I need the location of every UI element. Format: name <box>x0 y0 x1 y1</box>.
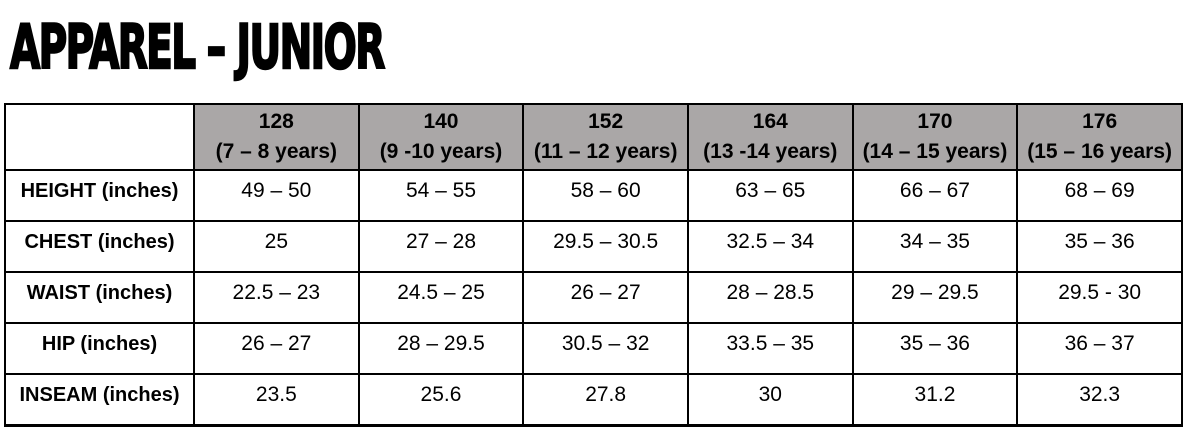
measurement-cell: 28 – 28.5 <box>686 271 854 324</box>
size-label: 128 <box>258 109 294 133</box>
size-chart-table: 128 (7 – 8 years) 140 (9 -10 years) 152 (11 –… <box>4 103 1183 427</box>
size-label: 176 <box>1082 109 1118 133</box>
row-label: CHEST (inches) <box>4 220 195 273</box>
column-header-128: 128 (7 – 8 years) <box>193 103 360 171</box>
table-row: HEIGHT (inches) 49 – 50 54 – 55 58 – 60 63 –… <box>4 169 1183 222</box>
measurement-cell: 68 – 69 <box>1016 169 1183 222</box>
table-header-row: 128 (7 – 8 years) 140 (9 -10 years) 152 (11 –… <box>4 103 1183 171</box>
measurement-cell: 27.8 <box>522 373 689 426</box>
row-label: HIP (inches) <box>4 322 195 375</box>
table-row: INSEAM (inches) 23.5 25.6 27.8 30 31.2 32.3 <box>4 373 1183 426</box>
measurement-cell: 22.5 – 23 <box>193 271 360 324</box>
age-range-label: (9 -10 years) <box>379 140 503 163</box>
size-label: 140 <box>423 109 459 133</box>
measurement-cell: 24.5 – 25 <box>357 271 525 324</box>
measurement-cell: 29 – 29.5 <box>851 271 1019 324</box>
measurement-cell: 35 – 36 <box>851 322 1019 375</box>
column-header-164: 164 (13 -14 years) <box>686 103 854 171</box>
age-range-label: (14 – 15 years) <box>862 140 1008 163</box>
measurement-cell: 29.5 - 30 <box>1016 271 1183 324</box>
measurement-cell: 30 <box>686 373 854 426</box>
measurement-cell: 58 – 60 <box>522 169 689 222</box>
column-header-176: 176 (15 – 16 years) <box>1016 103 1183 171</box>
measurement-cell: 66 – 67 <box>851 169 1019 222</box>
measurement-cell: 26 – 27 <box>522 271 689 324</box>
size-label: 170 <box>917 109 953 133</box>
row-label: HEIGHT (inches) <box>4 169 195 222</box>
table-row: CHEST (inches) 25 27 – 28 29.5 – 30.5 32.5 –… <box>4 220 1183 273</box>
table-row: WAIST (inches) 22.5 – 23 24.5 – 25 26 – 27 2… <box>4 271 1183 324</box>
measurement-cell: 25.6 <box>357 373 525 426</box>
measurement-cell: 36 – 37 <box>1016 322 1183 375</box>
size-label: 152 <box>588 109 624 133</box>
measurement-cell: 31.2 <box>851 373 1019 426</box>
age-range-label: (11 – 12 years) <box>533 140 678 163</box>
table-row: HIP (inches) 26 – 27 28 – 29.5 30.5 – 32 33.… <box>4 322 1183 375</box>
measurement-cell: 54 – 55 <box>357 169 525 222</box>
measurement-cell: 34 – 35 <box>851 220 1019 273</box>
measurement-cell: 33.5 – 35 <box>686 322 854 375</box>
row-label: WAIST (inches) <box>4 271 195 324</box>
measurement-cell: 32.5 – 34 <box>686 220 854 273</box>
measurement-cell: 49 – 50 <box>193 169 360 222</box>
measurement-cell: 28 – 29.5 <box>357 322 525 375</box>
measurement-cell: 63 – 65 <box>686 169 854 222</box>
column-header-152: 152 (11 – 12 years) <box>522 103 689 171</box>
corner-cell <box>4 103 195 171</box>
page-title: APPAREL – JUNIOR <box>9 11 386 84</box>
measurement-cell: 26 – 27 <box>193 322 360 375</box>
column-header-140: 140 (9 -10 years) <box>357 103 525 171</box>
age-range-label: (13 -14 years) <box>703 140 838 163</box>
measurement-cell: 25 <box>193 220 360 273</box>
table-body: HEIGHT (inches) 49 – 50 54 – 55 58 – 60 63 –… <box>4 169 1183 426</box>
size-label: 164 <box>752 109 788 133</box>
column-header-170: 170 (14 – 15 years) <box>851 103 1019 171</box>
measurement-cell: 27 – 28 <box>357 220 525 273</box>
age-range-label: (7 – 8 years) <box>215 140 338 163</box>
measurement-cell: 23.5 <box>193 373 360 426</box>
measurement-cell: 35 – 36 <box>1016 220 1183 273</box>
measurement-cell: 30.5 – 32 <box>522 322 689 375</box>
measurement-cell: 32.3 <box>1016 373 1183 426</box>
age-range-label: (15 – 16 years) <box>1027 140 1173 163</box>
measurement-cell: 29.5 – 30.5 <box>522 220 689 273</box>
row-label: INSEAM (inches) <box>4 373 195 426</box>
